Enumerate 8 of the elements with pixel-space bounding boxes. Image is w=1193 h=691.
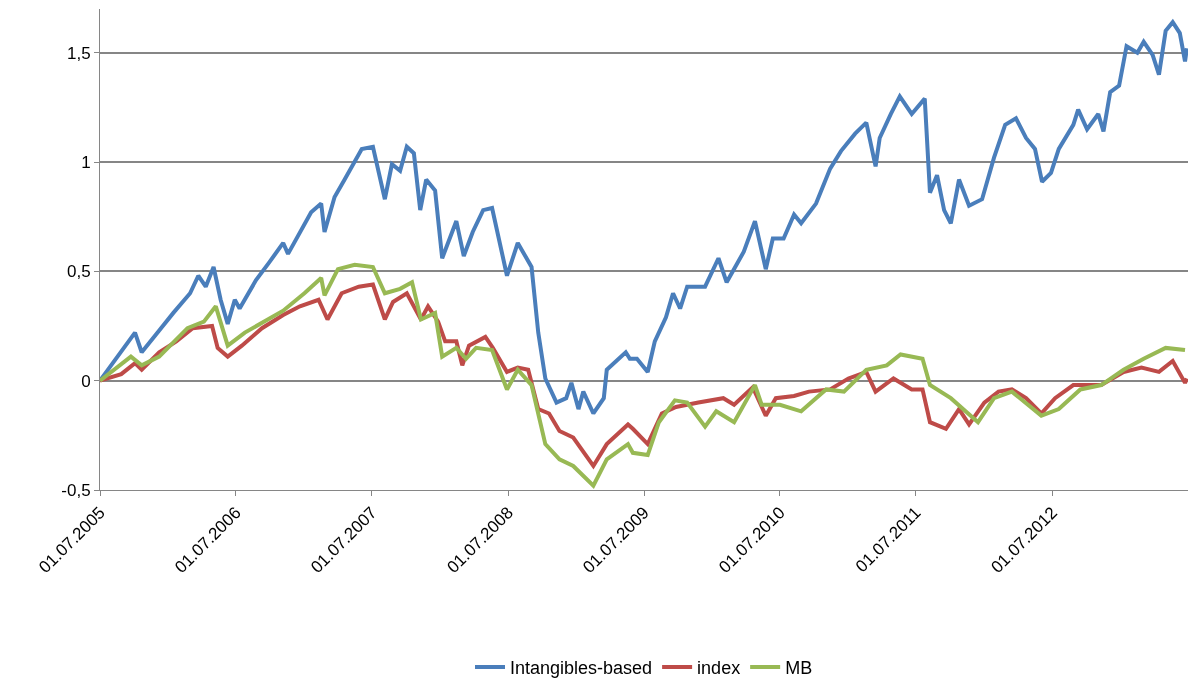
legend-label: index — [697, 657, 741, 678]
legend-label: Intangibles-based — [510, 657, 653, 678]
y-tick-label: 1 — [81, 153, 91, 172]
y-tick-label: 1,5 — [66, 43, 91, 63]
y-tick-label: 0 — [81, 371, 91, 391]
y-tick-label: 0,5 — [66, 262, 91, 282]
y-tick-label: -0,5 — [61, 480, 91, 500]
legend-label: MB — [785, 657, 813, 678]
